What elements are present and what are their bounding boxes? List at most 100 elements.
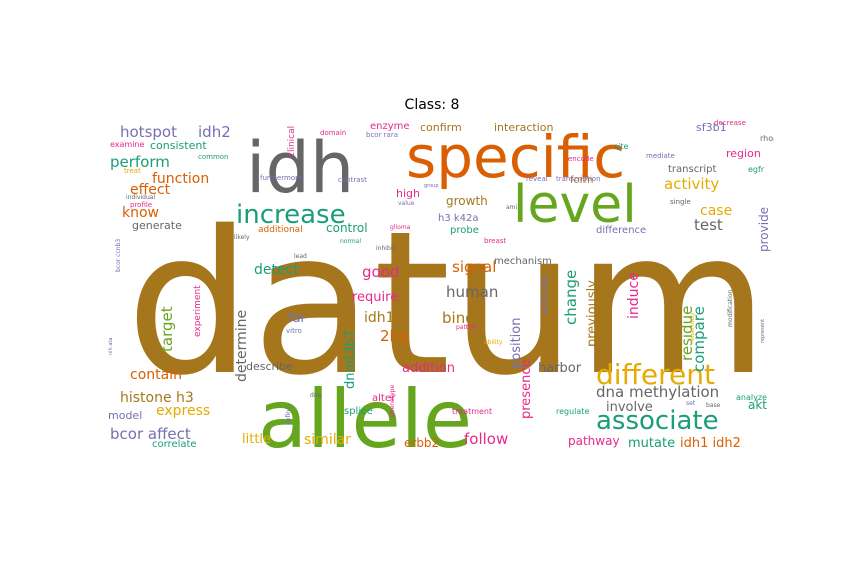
word-splice: splice xyxy=(344,406,373,417)
word-treatment: treatment xyxy=(452,407,492,416)
word-case: case xyxy=(700,203,732,219)
word-residue: residue xyxy=(678,306,696,361)
word-furthermore: furthermore xyxy=(260,174,302,182)
word-analyze: analyze xyxy=(736,393,767,402)
word-alter: alter xyxy=(372,393,396,404)
word-control: control xyxy=(326,221,368,235)
word-human: human xyxy=(446,283,498,301)
word-follow: follow xyxy=(464,430,508,448)
word-consistent: consistent xyxy=(150,139,207,152)
word-group: group xyxy=(424,183,439,189)
word-involve: involve xyxy=(606,400,653,415)
word-increase: increase xyxy=(236,200,346,230)
word-vitro: vitro xyxy=(286,327,302,335)
word-nih-ata: nih ata xyxy=(108,338,114,355)
word-clinical: clinical xyxy=(287,126,297,157)
word-erbb2: erbb2 xyxy=(404,436,439,450)
word-encode: encode xyxy=(568,155,594,163)
word-dna: dna xyxy=(310,392,322,399)
word-define: define xyxy=(285,406,292,425)
word-allele: allele xyxy=(258,373,472,450)
word-activate: activate xyxy=(540,275,551,315)
word-treat: treat xyxy=(124,167,141,175)
word-datum: datum xyxy=(126,188,769,419)
word-contain: contain xyxy=(130,367,182,383)
word-presence: presence xyxy=(519,360,534,419)
word-specific: specific xyxy=(406,123,625,191)
word-detect: detect xyxy=(254,262,299,278)
word-dna-methylation: dna methylation xyxy=(596,383,719,401)
word-experiment: experiment xyxy=(193,285,203,337)
word-domain: domain xyxy=(320,129,346,137)
word-change: change xyxy=(562,270,580,325)
word-probe: probe xyxy=(450,225,479,236)
word-function: function xyxy=(152,171,209,187)
word-pattern: pattern xyxy=(456,324,478,331)
word-single: single xyxy=(670,198,691,206)
word-profile: profile xyxy=(130,201,152,209)
word-h3-k42a: h3 k42a xyxy=(438,213,479,224)
word-regulate: regulate xyxy=(556,407,589,416)
word-additional: additional xyxy=(258,225,303,235)
word-far: far xyxy=(288,311,307,326)
word-respectively: respectively xyxy=(690,313,696,343)
word-site: site xyxy=(614,142,629,151)
word-target: target xyxy=(158,306,176,352)
word-rhoa: rhoa xyxy=(760,134,774,143)
word-harbor: harbor xyxy=(538,361,582,376)
word-little: little xyxy=(242,432,271,447)
word-base: base xyxy=(706,402,721,409)
word-difference: difference xyxy=(596,225,646,236)
word-signal: signal xyxy=(452,258,496,276)
word-glioma: glioma xyxy=(390,224,411,231)
word-position: position xyxy=(509,318,524,370)
word-test: test xyxy=(694,216,723,234)
word-mediate: mediate xyxy=(646,152,675,160)
word-modification: modification xyxy=(727,290,734,327)
word-describe: describe xyxy=(246,360,293,373)
word-mutate: mutate xyxy=(628,436,675,450)
word-reveal: reveal xyxy=(526,175,548,183)
word-ability: ability xyxy=(484,339,503,346)
word-breast: breast xyxy=(484,237,506,245)
word-transcript: transcript xyxy=(668,164,716,175)
word-2hg: 2hg xyxy=(380,327,409,345)
word-histone-h3: histone h3 xyxy=(120,390,194,406)
word-idh1-idh2: idh1 idh2 xyxy=(680,436,741,450)
word-know: know xyxy=(122,205,159,221)
word-likely: likely xyxy=(234,234,250,241)
word-examine: examine xyxy=(110,140,145,149)
word-decrease: decrease xyxy=(714,119,746,127)
word-correlate: correlate xyxy=(152,439,197,450)
word-effect: effect xyxy=(130,182,171,198)
word-phenotype: phenotype xyxy=(389,385,396,417)
word-represent: represent xyxy=(760,319,766,343)
word-contrast: contrast xyxy=(338,176,367,184)
word-region: region xyxy=(726,147,761,160)
word-value: value xyxy=(398,200,415,207)
word-confirm: confirm xyxy=(420,121,462,134)
word-addition: addition xyxy=(402,361,455,376)
word-sf3b1: sf3b1 xyxy=(696,121,727,134)
word-induce: induce xyxy=(626,272,642,319)
word-good: good xyxy=(362,263,399,281)
word-determine: determine xyxy=(234,310,250,382)
word-provide: provide xyxy=(757,207,771,252)
word-bind: bind xyxy=(442,309,475,327)
word-dnmt3b7: dnmt3b7 xyxy=(343,330,358,389)
word-bcor-affect: bcor affect xyxy=(110,425,191,443)
word-set: set xyxy=(686,400,696,407)
word-generate: generate xyxy=(132,219,182,232)
word-similar: similar xyxy=(304,432,351,448)
word-level: level xyxy=(513,175,637,235)
word-associate: associate xyxy=(596,406,719,436)
word-previously: previously xyxy=(585,280,600,347)
word-idh2: idh2 xyxy=(198,123,231,141)
word-growth: growth xyxy=(446,194,488,208)
word-idh1: idh1 xyxy=(364,310,395,326)
word-require: require xyxy=(352,290,398,305)
chart-title: Class: 8 xyxy=(404,97,460,113)
word-lead: lead xyxy=(294,253,307,260)
word-different: different xyxy=(596,358,715,391)
